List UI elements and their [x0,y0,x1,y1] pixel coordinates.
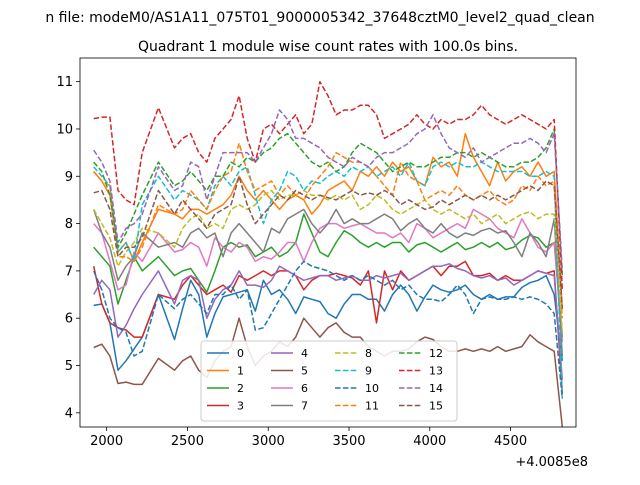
legend-label-6: 6 [301,382,308,395]
x-axis-offset-label: +4.0085e8 [515,455,588,470]
series-line-1 [93,132,564,309]
series-line-15 [93,175,564,309]
x-tick-label: 3000 [252,434,285,449]
legend-label-12: 12 [429,347,443,360]
legend-label-0: 0 [237,347,244,360]
x-tick-label: 2000 [90,434,123,449]
x-tick-label: 4500 [494,434,527,449]
y-tick-label: 4 [65,406,73,421]
legend-label-3: 3 [237,400,244,413]
y-tick-label: 5 [65,359,73,374]
series-line-5 [93,317,564,427]
figure-suptitle: n file: modeM0/AS1A11_075T01_9000005342_… [45,10,594,26]
series-line-7 [92,208,564,357]
legend-label-10: 10 [365,382,379,395]
series-lines [92,80,564,427]
legend-label-11: 11 [365,400,379,413]
axes-frame [79,57,577,428]
series-line-3 [92,260,564,394]
y-tick-label: 8 [65,217,73,232]
legend-label-8: 8 [365,347,372,360]
series-line-4 [93,263,564,380]
y-tick-label: 9 [65,170,73,185]
legend-label-5: 5 [301,365,308,378]
legend-label-1: 1 [237,365,244,378]
series-line-14 [93,109,564,271]
series-line-8 [93,189,564,333]
legend-box [200,340,458,422]
series-line-6 [93,208,564,342]
legend-label-4: 4 [301,347,308,360]
series-line-13 [93,80,564,290]
x-tick-label: 3500 [332,434,365,449]
legend-label-14: 14 [429,382,443,395]
series-line-10 [93,260,564,399]
y-tick-label: 7 [65,264,73,279]
y-tick-label: 11 [56,75,73,90]
y-tick-label: 10 [56,122,73,137]
series-line-12 [93,128,564,276]
plot-area [92,80,564,427]
x-tick-label: 4000 [413,434,446,449]
series-line-2 [93,213,564,338]
legend-label-7: 7 [301,400,308,413]
chart-title: Quadrant 1 module wise count rates with … [138,39,518,55]
legend-label-13: 13 [429,365,443,378]
legend-label-2: 2 [237,382,244,395]
legend-label-9: 9 [365,365,372,378]
legend-label-15: 15 [429,400,443,413]
y-tick-label: 6 [65,312,73,327]
x-tick-label: 2500 [171,434,204,449]
series-line-0 [93,274,564,371]
